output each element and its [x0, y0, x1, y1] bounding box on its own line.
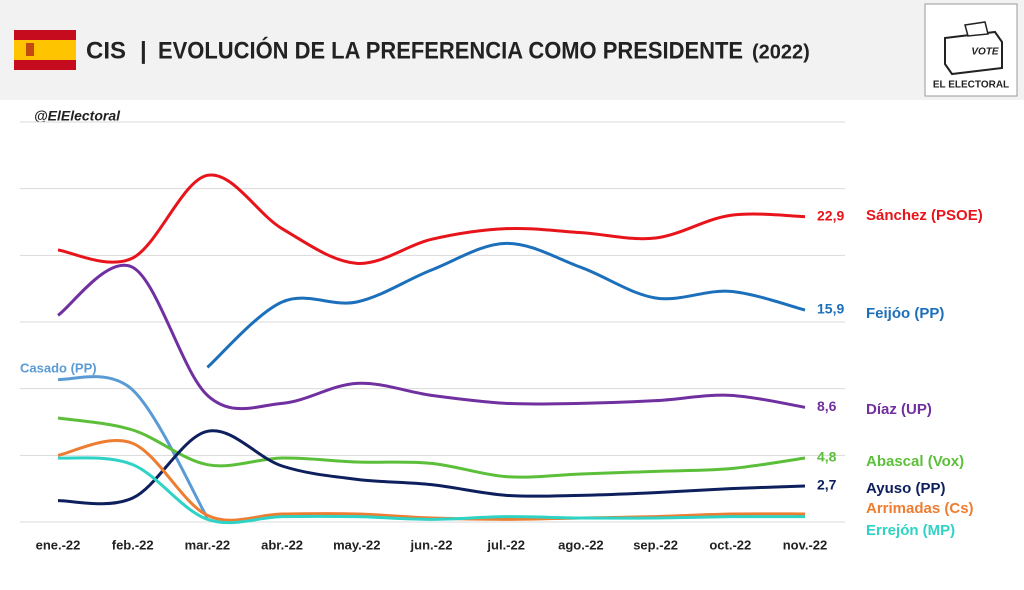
value-label: 2,7 — [817, 477, 837, 493]
value-label: 4,8 — [817, 449, 837, 465]
series-name: Díaz (UP) — [866, 401, 932, 418]
x-tick-label: ene.-22 — [36, 537, 81, 552]
x-tick-label: feb.-22 — [112, 537, 154, 552]
brand: CIS — [86, 37, 126, 64]
series-name: Errejón (MP) — [866, 522, 955, 539]
x-tick-label: sep.-22 — [633, 537, 678, 552]
series-line — [57, 375, 209, 519]
logo-text: VOTE — [971, 47, 999, 58]
value-label: 8,6 — [817, 398, 837, 414]
series-line — [206, 241, 806, 369]
series-name: Arrimadas (Cs) — [866, 500, 974, 517]
series-line — [57, 173, 806, 265]
series-line — [57, 439, 806, 522]
title: EVOLUCIÓN DE LA PREFERENCIA COMO PRESIDE… — [158, 36, 743, 64]
x-tick-label: may.-22 — [333, 537, 380, 552]
x-tick-label: abr.-22 — [261, 537, 303, 552]
series-name: Sánchez (PSOE) — [866, 207, 983, 224]
x-tick-label: mar.-22 — [185, 537, 231, 552]
watermark: @ElElectoral — [34, 108, 121, 124]
flag — [14, 30, 76, 70]
series-line — [57, 429, 806, 506]
series-name: Casado (PP) — [20, 360, 97, 375]
x-tick-label: jun.-22 — [410, 537, 453, 552]
x-tick-label: oct.-22 — [709, 537, 751, 552]
x-tick-label: jul.-22 — [486, 537, 525, 552]
value-label: 15,9 — [817, 301, 844, 317]
series-line — [57, 456, 806, 525]
value-label: 22,9 — [817, 207, 844, 223]
logo: VOTE EL ELECTORAL — [924, 3, 1018, 97]
series-line — [57, 416, 806, 479]
series-line — [57, 263, 806, 411]
separator: | — [140, 37, 147, 64]
series-name: Ayuso (PP) — [866, 480, 945, 497]
x-tick-label: ago.-22 — [558, 537, 604, 552]
logo-name: EL ELECTORAL — [933, 80, 1009, 91]
series-name: Feijóo (PP) — [866, 305, 944, 322]
year: (2022) — [752, 41, 810, 63]
x-tick-label: nov.-22 — [783, 537, 828, 552]
series-name: Abascal (Vox) — [866, 453, 964, 470]
header-band — [0, 0, 1024, 100]
